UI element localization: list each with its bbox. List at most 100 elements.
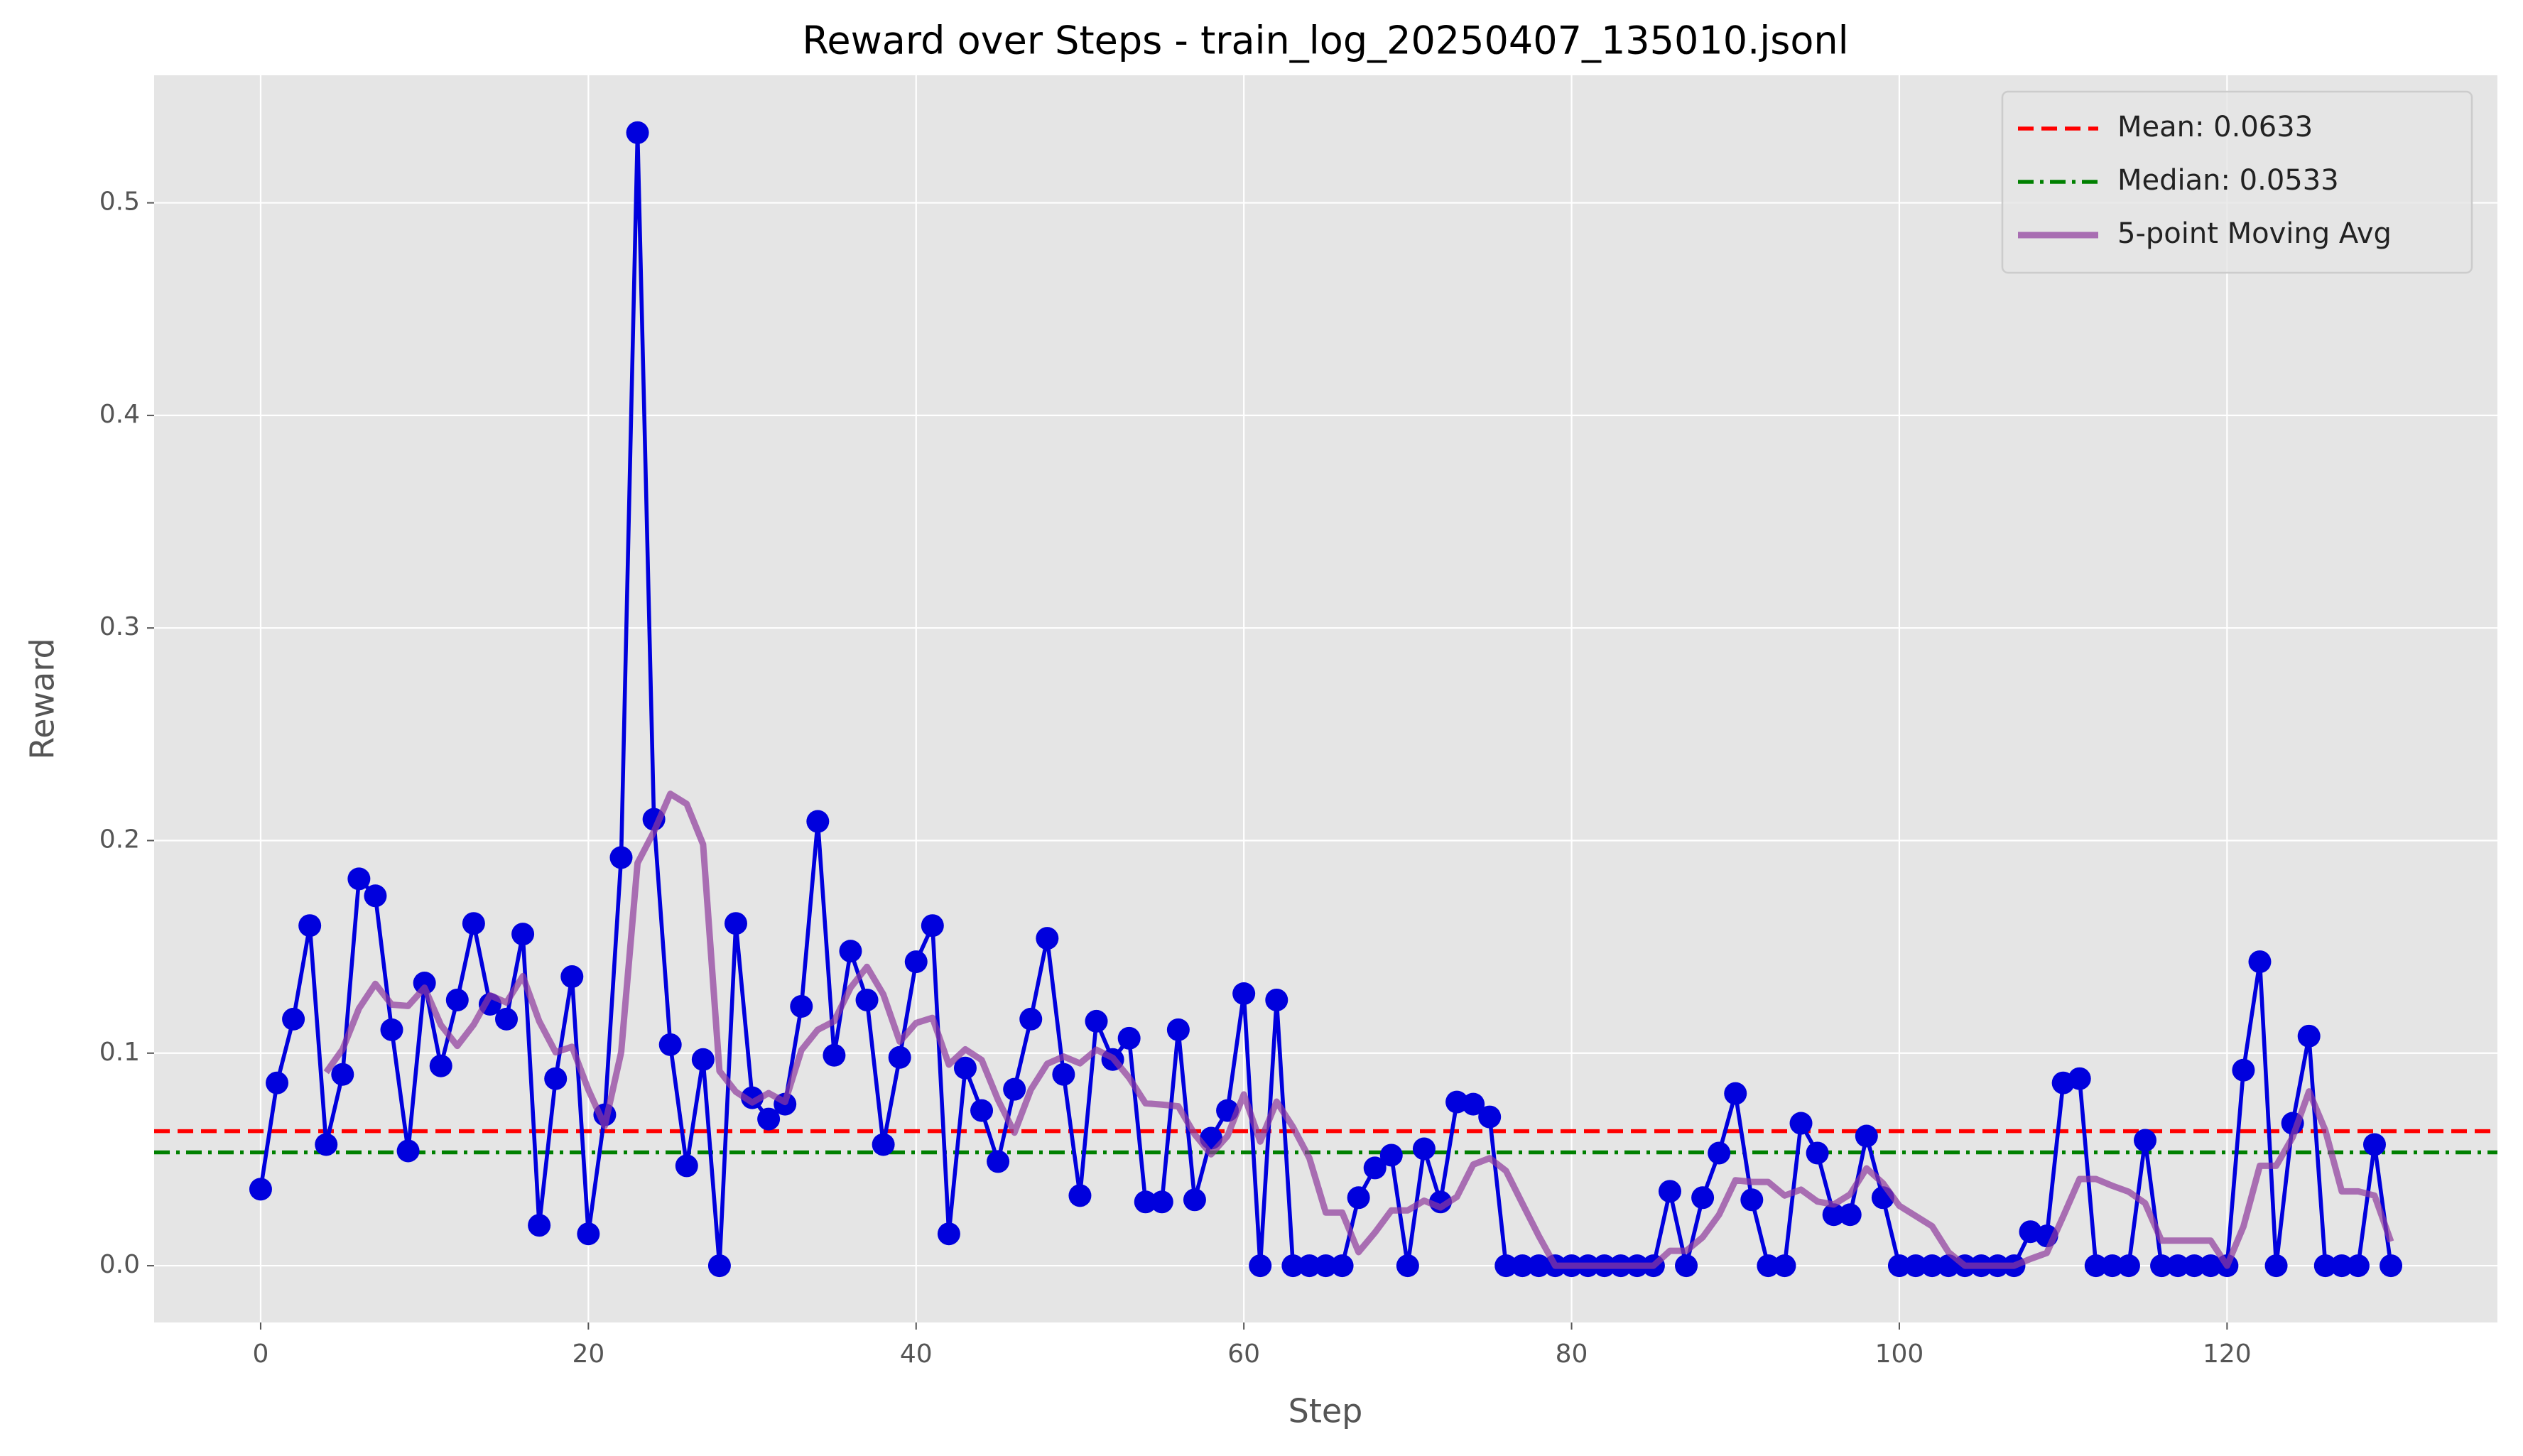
data-point (495, 1007, 519, 1031)
x-axis-label: Step (1288, 1392, 1363, 1430)
data-point (626, 121, 649, 144)
data-point (380, 1018, 403, 1041)
data-point (1314, 1254, 1338, 1278)
data-point (1773, 1254, 1796, 1278)
data-point (658, 1033, 682, 1056)
data-point (1691, 1186, 1715, 1210)
x-tick-label: 0 (253, 1340, 269, 1369)
data-point (724, 912, 747, 935)
data-point (347, 867, 371, 891)
data-point (1166, 1018, 1190, 1041)
data-point (413, 972, 436, 995)
data-point (1363, 1156, 1387, 1180)
data-point (1036, 927, 1059, 950)
data-point (872, 1133, 895, 1156)
data-point (364, 884, 387, 908)
y-tick-label: 0.1 (99, 1038, 140, 1067)
data-point (1330, 1254, 1354, 1278)
data-point (462, 912, 485, 935)
data-point (2117, 1254, 2140, 1278)
data-point (1347, 1186, 1370, 1210)
data-point (2297, 1024, 2321, 1048)
data-point (2084, 1254, 2107, 1278)
data-point (1462, 1092, 1485, 1116)
data-point (2362, 1133, 2386, 1156)
data-point (511, 923, 535, 946)
y-tick-label: 0.2 (99, 825, 140, 854)
data-point (1134, 1190, 1157, 1214)
data-point (1855, 1124, 1878, 1148)
data-point (2313, 1254, 2337, 1278)
data-point (1298, 1254, 1321, 1278)
data-point (2166, 1254, 2190, 1278)
moving-average-line (323, 791, 2394, 1269)
data-point (1494, 1254, 1518, 1278)
data-point (1068, 1184, 1092, 1207)
data-point (970, 1099, 994, 1122)
data-point (888, 1045, 911, 1069)
y-axis-label: Reward (23, 638, 62, 759)
data-point (1511, 1254, 1534, 1278)
data-point (2199, 1254, 2223, 1278)
x-tick-label: 60 (1227, 1340, 1260, 1369)
data-point (1249, 1254, 1272, 1278)
chart-title: Reward over Steps - train_log_20250407_1… (802, 18, 1848, 63)
data-point (1789, 1112, 1813, 1135)
data-point (707, 1254, 731, 1278)
data-point (1003, 1077, 1026, 1101)
data-point (1708, 1141, 1731, 1165)
data-point (741, 1086, 764, 1109)
data-point (445, 988, 469, 1011)
data-point (2150, 1254, 2174, 1278)
data-point (691, 1048, 715, 1071)
legend-label: Median: 0.0533 (2117, 164, 2339, 197)
x-tick-label: 20 (572, 1340, 604, 1369)
data-point (675, 1154, 698, 1178)
data-point (2380, 1254, 2403, 1278)
data-point (1019, 1007, 1043, 1031)
data-point (823, 1043, 846, 1067)
data-point (2264, 1254, 2288, 1278)
data-point (1183, 1188, 1206, 1212)
data-point (855, 988, 879, 1011)
legend: Mean: 0.0633 Median: 0.0533 5-point Moving… (2001, 90, 2473, 274)
data-point (1740, 1188, 1764, 1212)
data-point (298, 914, 322, 938)
data-point (266, 1071, 289, 1094)
data-point (904, 950, 928, 974)
x-tick-label: 120 (2203, 1340, 2252, 1369)
data-point (2068, 1067, 2091, 1090)
data-point (790, 994, 813, 1018)
data-point (1724, 1082, 1747, 1105)
data-point (331, 1063, 354, 1086)
data-point (609, 846, 633, 869)
data-point (1921, 1254, 1944, 1278)
data-point (839, 940, 862, 963)
data-point (1904, 1254, 1928, 1278)
data-point (2183, 1254, 2206, 1278)
legend-label: Mean: 0.0633 (2117, 111, 2313, 143)
data-point (806, 810, 830, 833)
y-tick-label: 0.3 (99, 612, 140, 641)
data-point (1658, 1180, 1681, 1203)
data-point (1822, 1203, 1845, 1227)
data-point (2248, 950, 2272, 974)
data-point (1806, 1141, 1829, 1165)
data-point (396, 1139, 420, 1163)
y-tick-label: 0.4 (99, 400, 140, 429)
legend-box (2001, 90, 2473, 274)
x-tick-label: 100 (1875, 1340, 1924, 1369)
data-point (953, 1056, 977, 1080)
data-point (1887, 1254, 1911, 1278)
data-point (429, 1054, 452, 1077)
data-point (577, 1222, 600, 1246)
data-point (1265, 988, 1288, 1011)
data-point (757, 1107, 781, 1131)
data-point (1412, 1137, 1436, 1161)
data-point (1396, 1254, 1419, 1278)
data-point (1757, 1254, 1780, 1278)
data-point (1478, 1105, 1502, 1129)
data-point (249, 1178, 272, 1201)
data-point (1052, 1063, 1075, 1086)
